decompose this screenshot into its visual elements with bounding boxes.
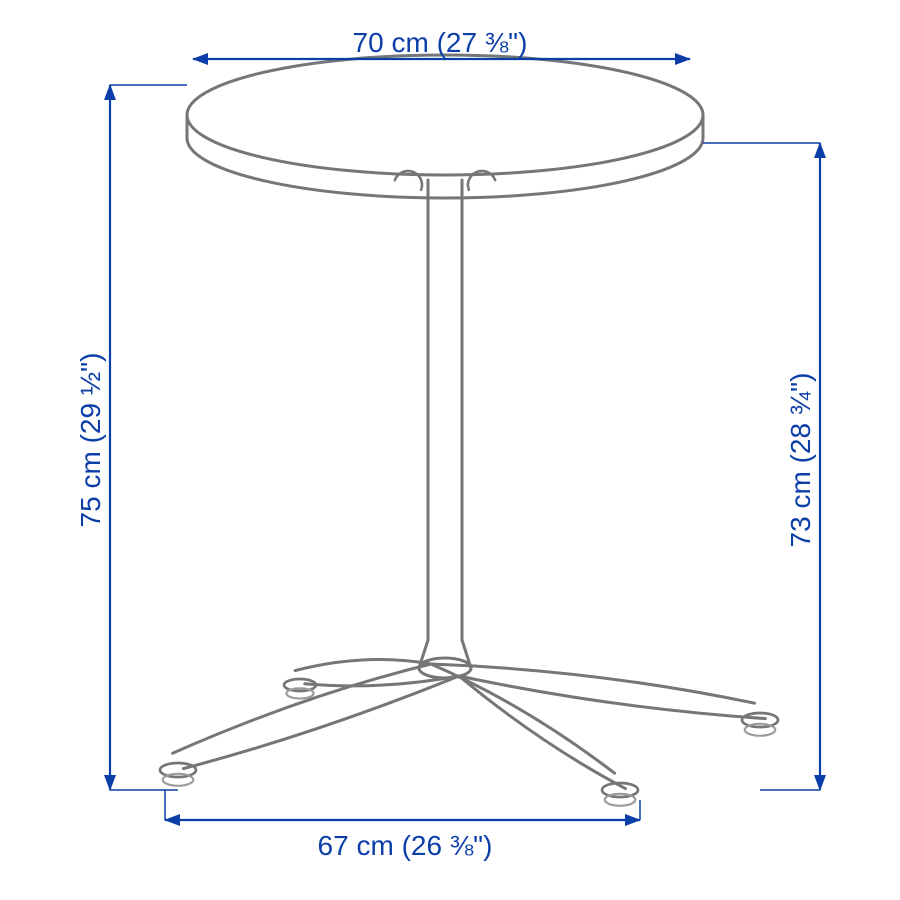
total-height-label: 75 cm (29 ½"): [75, 353, 106, 528]
under-height-label: 73 cm (28 ¾"): [785, 373, 816, 548]
dimension-diagram: 70 cm (27 ⅜") 75 cm (29 ½") 73 cm (28 ¾") 6…: [0, 0, 900, 900]
base-width-label: 67 cm (26 ⅜"): [318, 830, 493, 861]
top-diameter-label: 70 cm (27 ⅜"): [353, 27, 528, 58]
table-base: [160, 660, 778, 806]
table-outline: [160, 55, 778, 806]
dimension-lines: 70 cm (27 ⅜") 75 cm (29 ½") 73 cm (28 ¾") 6…: [75, 27, 820, 861]
